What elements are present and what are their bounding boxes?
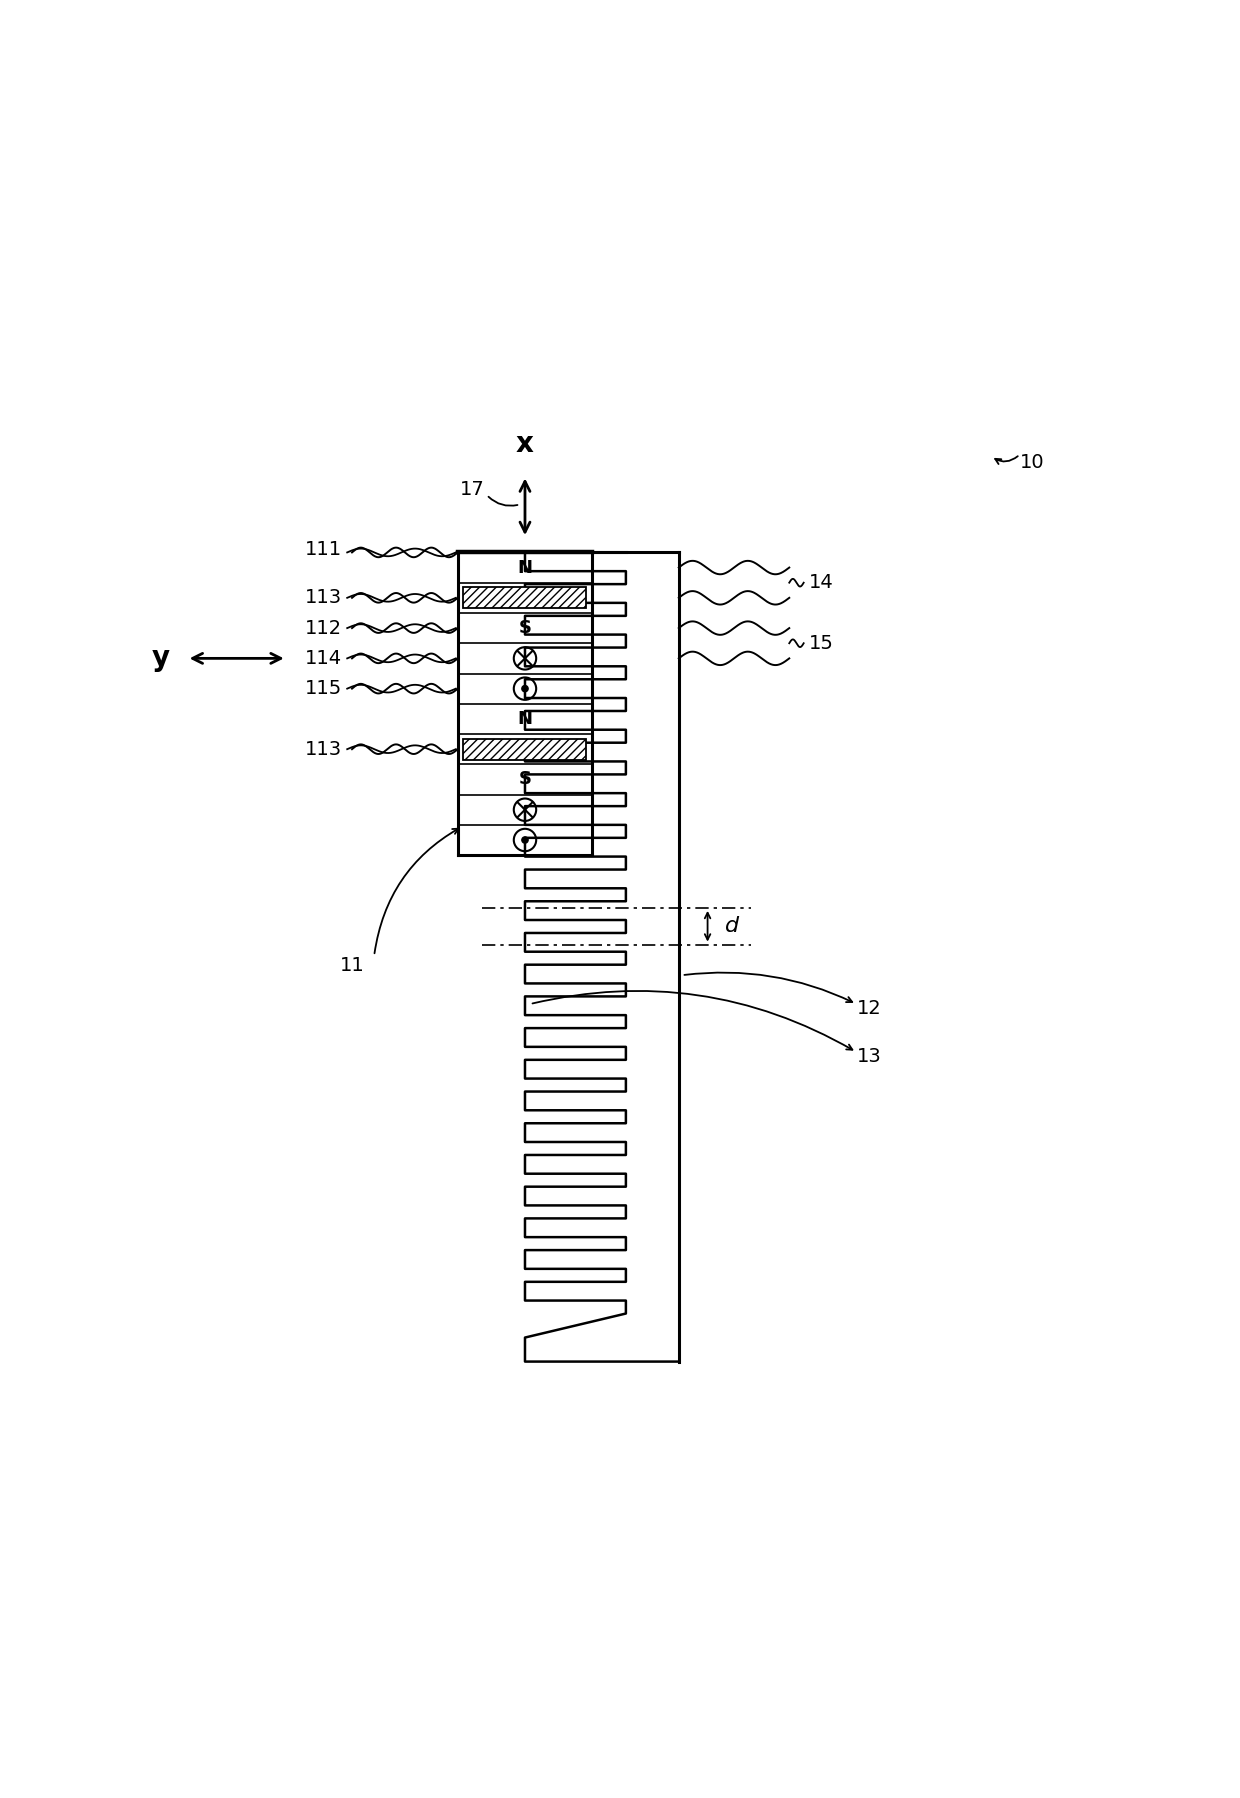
Text: 112: 112 <box>305 619 342 638</box>
Text: N: N <box>517 559 532 577</box>
Text: 111: 111 <box>305 539 342 559</box>
Text: 10: 10 <box>1019 453 1044 473</box>
Circle shape <box>522 685 528 692</box>
Text: d: d <box>725 917 739 937</box>
Text: S: S <box>518 619 532 636</box>
Text: 11: 11 <box>340 957 365 975</box>
Bar <box>464 588 587 608</box>
Text: 114: 114 <box>305 649 342 667</box>
Text: N: N <box>517 710 532 728</box>
Text: 15: 15 <box>808 633 833 653</box>
Text: 115: 115 <box>305 680 342 698</box>
Text: 12: 12 <box>857 1000 882 1018</box>
Text: 14: 14 <box>808 574 833 592</box>
Circle shape <box>522 836 528 843</box>
Text: 113: 113 <box>305 588 342 608</box>
Text: S: S <box>518 771 532 789</box>
Text: 13: 13 <box>857 1048 882 1066</box>
Text: x: x <box>516 430 534 458</box>
Text: 17: 17 <box>460 480 485 500</box>
Text: y: y <box>151 644 170 672</box>
Bar <box>464 739 587 759</box>
Text: 113: 113 <box>305 739 342 759</box>
